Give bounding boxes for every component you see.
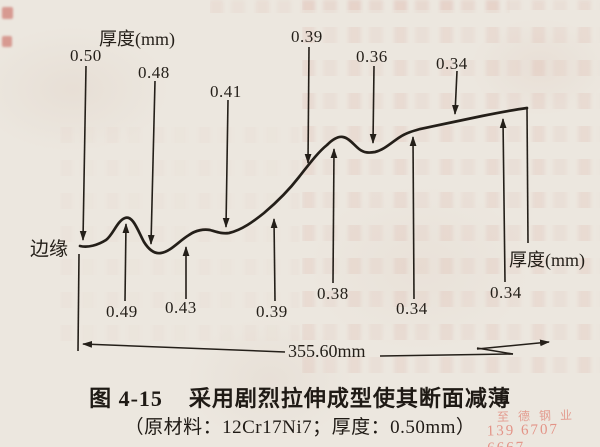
right-leader-line bbox=[526, 107, 529, 244]
measurement-label-bottom: 0.34 bbox=[490, 283, 522, 302]
edge-label: 边缘 bbox=[30, 239, 69, 260]
measurement-label-top: 0.39 bbox=[291, 27, 323, 46]
measurement-arrow-up bbox=[122, 223, 130, 302]
figure-caption: 图 4-15 采用剧烈拉伸成型使其断面减薄 bbox=[0, 381, 600, 413]
measurement-label-top: 0.50 bbox=[70, 46, 102, 65]
measurement-arrow-down bbox=[369, 65, 377, 144]
measurement-arrow-up bbox=[409, 136, 417, 300]
measurement-label-top: 0.36 bbox=[356, 47, 388, 66]
figure-title: 采用剧烈拉伸成型使其断面减薄 bbox=[188, 386, 511, 411]
measurement-arrow-up bbox=[499, 118, 507, 283]
measurement-label-top: 0.48 bbox=[138, 63, 170, 82]
axis-label-thickness-right: 厚度(mm) bbox=[509, 250, 585, 270]
extension-lines bbox=[77, 107, 529, 352]
left-extension-line bbox=[77, 253, 80, 352]
measurement-arrow-up bbox=[330, 148, 338, 284]
measurement-arrow-up bbox=[270, 218, 278, 302]
top-measurement-arrows bbox=[79, 46, 459, 245]
measurement-arrow-down bbox=[147, 80, 156, 245]
dimension-arrow-right bbox=[476, 339, 550, 350]
measurement-arrow-down bbox=[304, 46, 312, 164]
measurement-label-bottom: 0.34 bbox=[396, 299, 428, 318]
measurement-label-bottom: 0.43 bbox=[165, 298, 197, 317]
measurement-arrow-down bbox=[222, 99, 230, 228]
figure-subcaption: （原材料：12Cr17Ni7；厚度：0.50mm） bbox=[124, 417, 476, 438]
dimension-line-355mm bbox=[82, 339, 550, 357]
measurement-label-bottom: 0.39 bbox=[256, 302, 288, 321]
dimension-segment-right bbox=[379, 353, 514, 357]
measurement-label-bottom: 0.49 bbox=[106, 302, 138, 321]
measurement-label-bottom: 0.38 bbox=[317, 284, 349, 303]
measurement-label-top: 0.34 bbox=[436, 54, 468, 73]
measurement-arrow-down bbox=[79, 65, 87, 241]
measurement-arrow-down bbox=[452, 70, 459, 115]
dimension-segment-left bbox=[82, 340, 286, 353]
axis-label-thickness-top: 厚度(mm) bbox=[99, 29, 175, 49]
thickness-profile-curve bbox=[78, 106, 529, 255]
total-length-label: 355.60mm bbox=[288, 341, 366, 361]
measurement-label-top: 0.41 bbox=[210, 82, 242, 101]
figure-number: 图 4-15 bbox=[89, 386, 163, 411]
bottom-measurement-arrows bbox=[122, 118, 507, 302]
